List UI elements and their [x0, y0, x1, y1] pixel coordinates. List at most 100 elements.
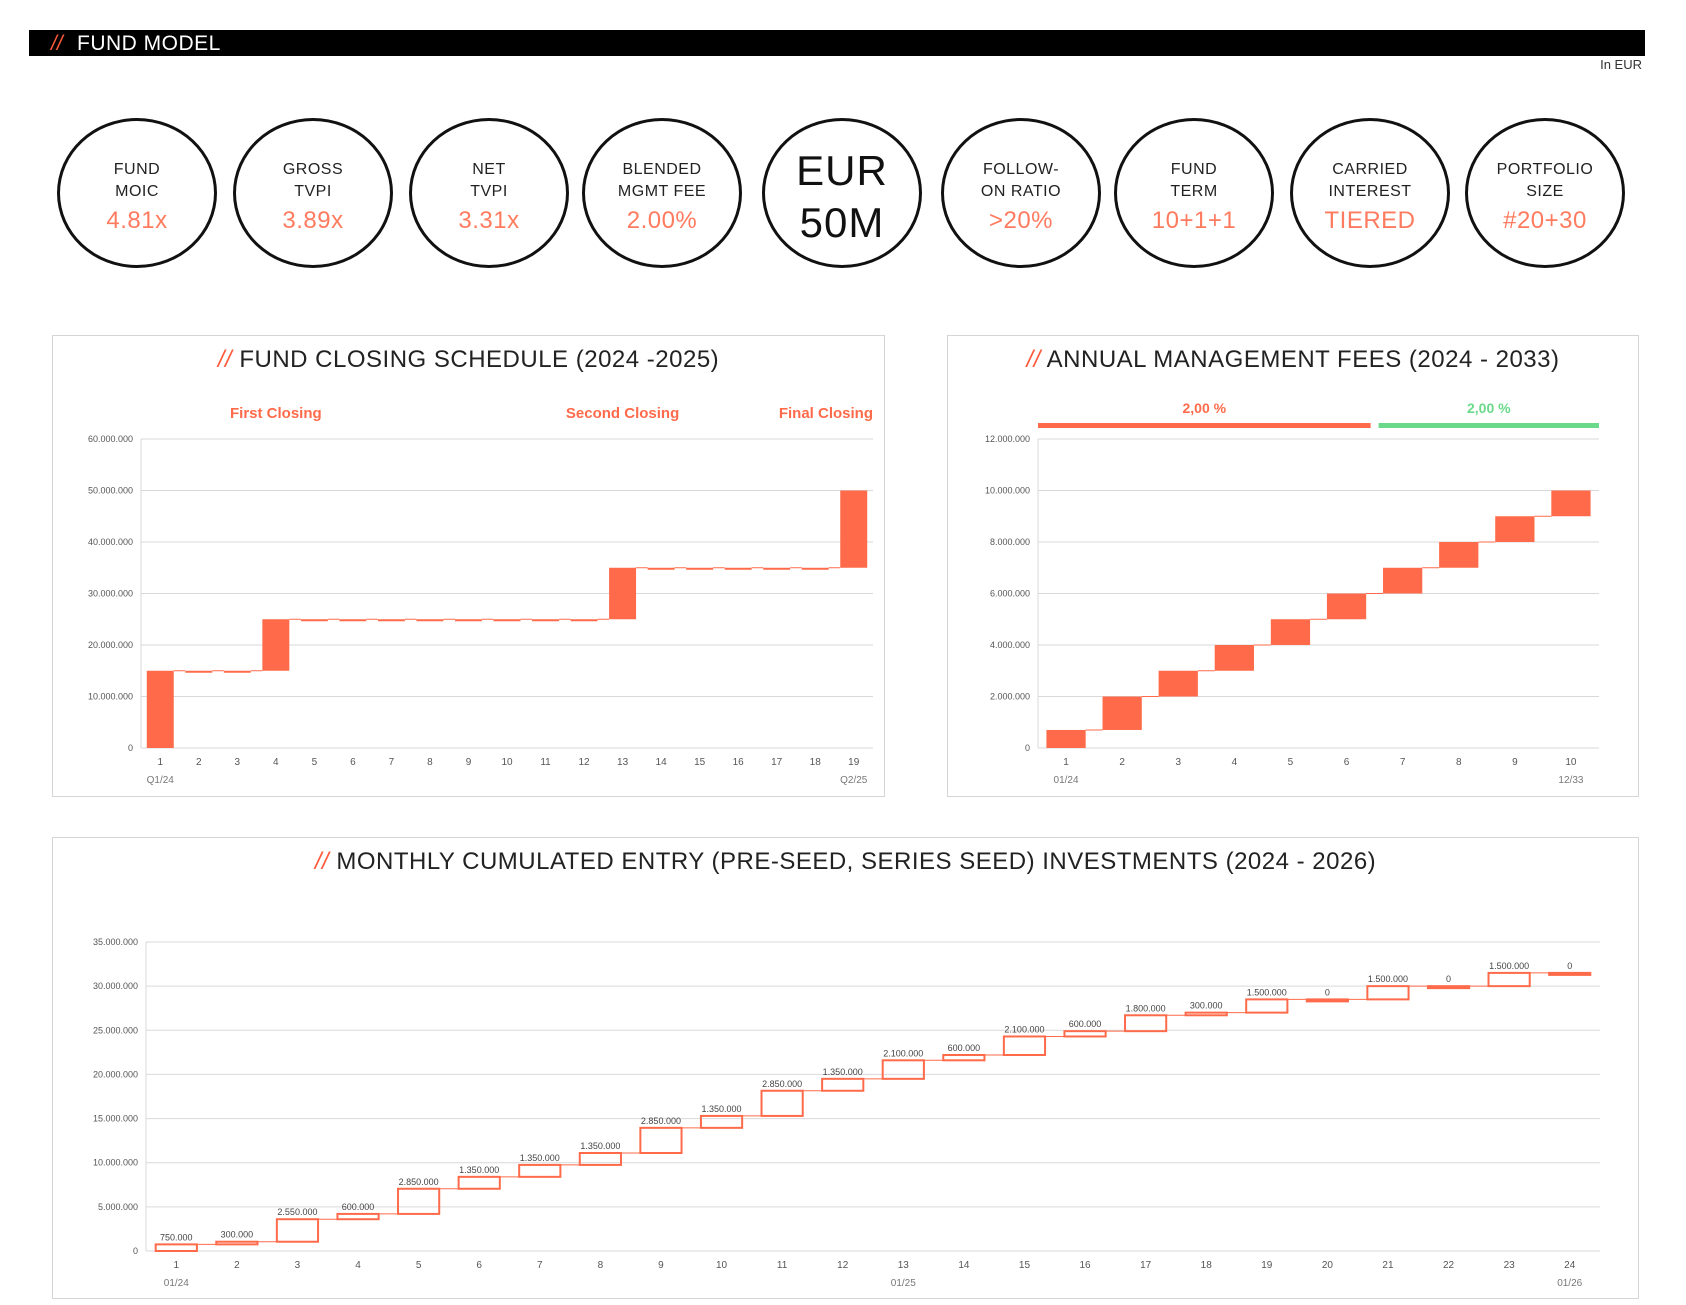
kpi-label: MGMT FEE	[617, 183, 707, 200]
kpi-label: FOLLOW-	[982, 161, 1060, 178]
data-label: 1.350.000	[459, 1165, 499, 1175]
x-tick-label: 7	[537, 1260, 543, 1271]
kpi-label: GROSS	[282, 161, 344, 178]
waterfall-bar	[1551, 490, 1591, 517]
x-tick-label: 9	[466, 757, 472, 768]
y-tick-label: 2.000.000	[990, 692, 1030, 702]
kpi-fund-term: FUND TERM 10+1+1	[1114, 118, 1274, 268]
kpi-blended-mgmt-fee: BLENDED MGMT FEE 2.00%	[582, 118, 742, 268]
x-tick-label: 14	[958, 1260, 970, 1271]
waterfall-step	[578, 1152, 622, 1166]
kpi-label: MOIC	[115, 183, 159, 200]
closing-schedule-chart: 0 10.000.000 20.000.000 30.000.000 40.000.00…	[88, 405, 873, 786]
waterfall-step	[1426, 985, 1471, 990]
data-label: 2.850.000	[762, 1079, 802, 1089]
x-tick-label: 1	[174, 1260, 180, 1271]
waterfall-step	[1063, 1030, 1107, 1038]
data-label: 600.000	[948, 1043, 981, 1053]
date-label: Q2/25	[840, 775, 868, 786]
x-tick-label: 5	[1288, 757, 1294, 768]
data-label: 1.350.000	[823, 1067, 863, 1077]
closing-label: Second Closing	[566, 405, 679, 422]
date-label: 12/33	[1558, 775, 1583, 786]
x-tick-label: 7	[389, 757, 395, 768]
kpi-label: CARRIED	[1332, 161, 1408, 178]
kpi-value: 4.81x	[106, 207, 168, 234]
data-label: 300.000	[1190, 1001, 1223, 1011]
x-tick-label: 6	[476, 1260, 482, 1271]
waterfall-bar	[454, 619, 482, 622]
kpi-value: 10+1+1	[1151, 207, 1237, 234]
waterfall-step	[397, 1187, 441, 1215]
kpi-label: FUND	[113, 161, 161, 178]
waterfall-bar	[1102, 696, 1142, 730]
x-tick-label: 16	[733, 757, 745, 768]
x-tick-label: 4	[355, 1260, 361, 1271]
waterfall-step	[215, 1240, 259, 1246]
kpi-follow-on-ratio: FOLLOW- ON RATIO >20%	[941, 118, 1101, 268]
title-slash: //	[217, 346, 233, 373]
waterfall-step	[1548, 971, 1592, 976]
y-tick-label: 0	[128, 743, 133, 753]
waterfall-step	[457, 1175, 501, 1190]
kpi-label: PORTFOLIO	[1496, 161, 1594, 178]
waterfall-bar	[493, 619, 521, 622]
waterfall-bar	[416, 619, 444, 622]
y-tick-label: 25.000.000	[93, 1025, 138, 1035]
waterfall-bar	[377, 619, 405, 622]
title-slash: //	[51, 32, 63, 55]
x-tick-label: 6	[350, 757, 356, 768]
closing-label: Final Closing	[779, 405, 873, 422]
waterfall-step	[1305, 998, 1349, 1003]
y-tick-label: 30.000.000	[88, 589, 133, 599]
x-tick-label: 15	[1019, 1260, 1031, 1271]
x-tick-label: 10	[716, 1260, 728, 1271]
x-tick-label: 6	[1344, 757, 1350, 768]
y-tick-label: 20.000.000	[88, 640, 133, 650]
x-tick-label: 5	[416, 1260, 422, 1271]
date-label: 01/25	[891, 1278, 916, 1289]
waterfall-step	[275, 1218, 320, 1243]
data-label: 1.350.000	[580, 1141, 620, 1151]
waterfall-step	[1487, 971, 1531, 988]
x-tick-label: 2	[1119, 757, 1125, 768]
currency-unit: In EUR	[1600, 57, 1642, 72]
waterfall-step	[1124, 1014, 1168, 1033]
waterfall-step	[1002, 1035, 1047, 1057]
fee-band-label: 2,00 %	[1183, 400, 1227, 416]
waterfall-bar	[300, 619, 328, 622]
x-tick-label: 23	[1504, 1260, 1516, 1271]
kpi-label: ON RATIO	[980, 183, 1062, 200]
x-tick-label: 5	[312, 757, 318, 768]
kpi-label: TVPI	[294, 183, 332, 200]
closing-label: First Closing	[230, 405, 322, 422]
x-tick-label: 9	[1512, 757, 1518, 768]
kpi-gross-tvpi: GROSS TVPI 3.89x	[233, 118, 393, 268]
data-label: 600.000	[342, 1202, 375, 1212]
y-tick-label: 60.000.000	[88, 434, 133, 444]
chart-title: FUND CLOSING SCHEDULE (2024 -2025)	[239, 346, 720, 373]
kpi-portfolio-size: PORTFOLIO SIZE #20+30	[1465, 118, 1625, 268]
waterfall-step	[699, 1114, 744, 1129]
x-tick-label: 22	[1443, 1260, 1455, 1271]
y-tick-label: 35.000.000	[93, 937, 138, 947]
y-tick-label: 10.000.000	[93, 1158, 138, 1168]
x-tick-label: 10	[501, 757, 513, 768]
date-label: 01/24	[164, 1278, 189, 1289]
x-tick-label: 3	[235, 757, 241, 768]
y-tick-label: 12.000.000	[985, 434, 1030, 444]
x-tick-label: 21	[1382, 1260, 1394, 1271]
y-tick-label: 30.000.000	[93, 981, 138, 991]
data-label: 750.000	[160, 1232, 193, 1242]
title-slash: //	[314, 848, 330, 875]
x-tick-label: 8	[598, 1260, 604, 1271]
x-tick-label: 2	[196, 757, 202, 768]
waterfall-bar	[1214, 645, 1254, 671]
management-fees-chart: 0 2.000.000 4.000.000 6.000.000 8.000.000 10.…	[985, 400, 1599, 786]
waterfall-step	[821, 1077, 865, 1092]
waterfall-bar	[339, 619, 367, 622]
x-tick-label: 2	[234, 1260, 240, 1271]
waterfall-bar	[185, 670, 213, 673]
data-label: 1.500.000	[1489, 961, 1529, 971]
x-tick-label: 1	[157, 757, 163, 768]
